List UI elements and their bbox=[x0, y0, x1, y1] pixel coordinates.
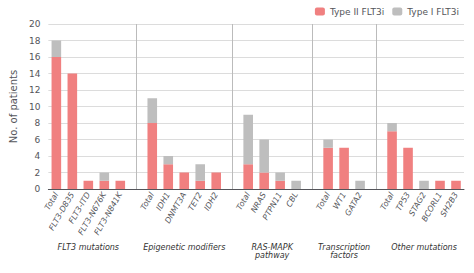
svg-text:CBL: CBL bbox=[284, 191, 300, 209]
svg-text:Total: Total bbox=[42, 190, 61, 212]
svg-text:Total: Total bbox=[138, 190, 157, 212]
svg-text:BCORL1: BCORL1 bbox=[420, 191, 444, 224]
svg-text:STAG2: STAG2 bbox=[407, 190, 428, 218]
svg-text:FLT3-N841K: FLT3-N841K bbox=[92, 190, 124, 237]
svg-text:TP53: TP53 bbox=[394, 190, 412, 213]
svg-text:FLT3-N676K: FLT3-N676K bbox=[76, 190, 109, 237]
svg-text:Other mutations: Other mutations bbox=[391, 243, 457, 252]
svg-text:RAS-MAPK: RAS-MAPK bbox=[251, 242, 293, 252]
svg-text:GATA2: GATA2 bbox=[343, 191, 364, 218]
svg-text:20: 20 bbox=[29, 19, 41, 29]
svg-text:factors: factors bbox=[330, 251, 358, 260]
svg-text:16: 16 bbox=[29, 52, 41, 62]
svg-text:TET2: TET2 bbox=[186, 191, 204, 213]
svg-text:SH2B3: SH2B3 bbox=[439, 191, 460, 219]
svg-text:Transcription: Transcription bbox=[318, 242, 371, 252]
svg-text:10: 10 bbox=[29, 102, 41, 112]
svg-text:FLT3-D835: FLT3-D835 bbox=[47, 190, 77, 233]
svg-text:Total: Total bbox=[315, 190, 333, 212]
svg-text:No. of patients: No. of patients bbox=[8, 70, 19, 143]
svg-text:Type I FLT3i: Type I FLT3i bbox=[406, 7, 459, 17]
svg-text:IDH2: IDH2 bbox=[203, 191, 221, 212]
svg-text:PTPN11: PTPN11 bbox=[261, 191, 284, 222]
svg-text:2: 2 bbox=[35, 168, 41, 178]
svg-text:Type II FLT3i: Type II FLT3i bbox=[329, 7, 384, 17]
svg-text:Total: Total bbox=[378, 190, 396, 212]
svg-text:Epigenetic modifiers: Epigenetic modifiers bbox=[143, 243, 225, 252]
svg-text:FLT3-ITD: FLT3-ITD bbox=[67, 190, 93, 226]
svg-text:FLT3 mutations: FLT3 mutations bbox=[58, 243, 119, 252]
svg-text:DNMT3A: DNMT3A bbox=[163, 191, 188, 225]
svg-text:6: 6 bbox=[35, 135, 41, 145]
svg-text:0: 0 bbox=[35, 184, 41, 194]
svg-text:WT1: WT1 bbox=[331, 190, 348, 211]
svg-text:14: 14 bbox=[29, 69, 41, 79]
svg-text:pathway: pathway bbox=[254, 251, 290, 260]
svg-text:Total: Total bbox=[234, 190, 253, 212]
svg-text:18: 18 bbox=[29, 36, 41, 46]
svg-text:IDH1: IDH1 bbox=[154, 190, 173, 213]
svg-text:4: 4 bbox=[35, 151, 41, 161]
svg-text:12: 12 bbox=[29, 85, 40, 95]
svg-text:8: 8 bbox=[35, 118, 41, 128]
svg-text:NRAS: NRAS bbox=[249, 190, 269, 215]
